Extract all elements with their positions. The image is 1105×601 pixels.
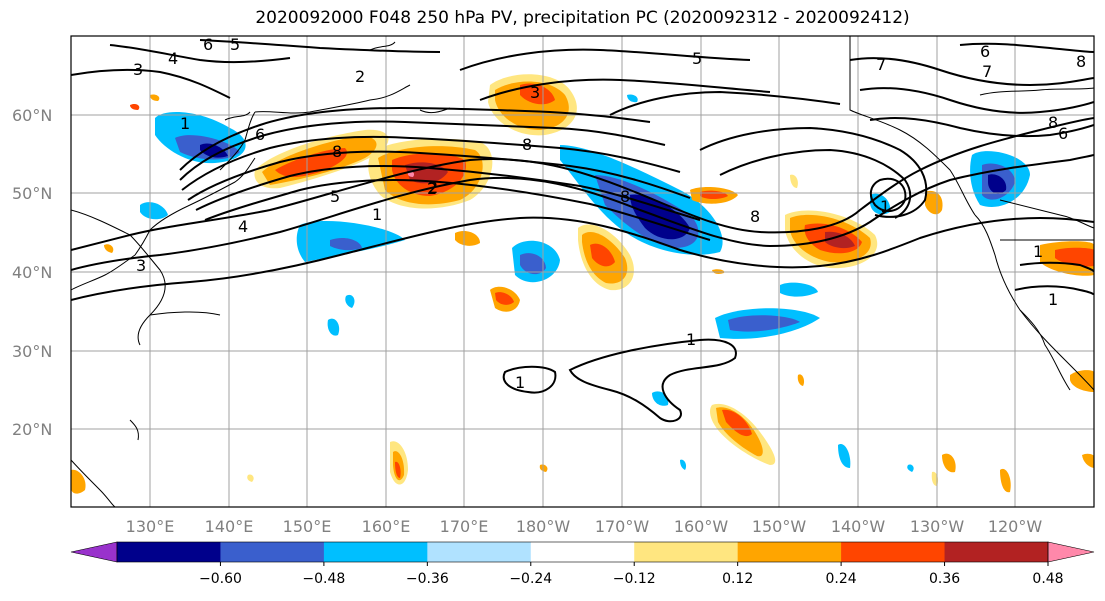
colorbar-tick-label: −0.60 bbox=[199, 571, 242, 587]
pv-contours bbox=[71, 39, 1094, 423]
colorbar-ticks: −0.60 −0.48 −0.36 −0.24 −0.12 0.12 0.24 0.36 0.4… bbox=[199, 562, 1064, 587]
contour-label: 3 bbox=[136, 256, 146, 275]
colorbar-tick-label: −0.48 bbox=[302, 571, 345, 587]
contour-label: 8 bbox=[750, 207, 760, 226]
contour-label: 3 bbox=[530, 83, 540, 102]
contour-label: 7 bbox=[982, 62, 992, 81]
contour-label: 8 bbox=[332, 142, 342, 161]
contour-label: 4 bbox=[168, 49, 178, 68]
colorbar-segment bbox=[841, 542, 946, 562]
contour-label: 2 bbox=[428, 178, 438, 197]
contour-label: 6 bbox=[1058, 124, 1068, 143]
colorbar-segment bbox=[737, 542, 842, 562]
contour-label: 8 bbox=[1076, 52, 1086, 71]
colorbar-outline bbox=[116, 541, 1049, 563]
colorbar-extend-high bbox=[1047, 541, 1095, 563]
lon-label: 120°W bbox=[988, 517, 1043, 536]
colorbar-segment bbox=[220, 542, 325, 562]
contour-label: 8 bbox=[620, 187, 630, 206]
contour-label: 2 bbox=[355, 67, 365, 86]
contour-label: 3 bbox=[133, 60, 143, 79]
contour-label: 6 bbox=[203, 35, 213, 54]
colorbar-tick-label: −0.36 bbox=[406, 571, 449, 587]
contour-label: 5 bbox=[230, 35, 240, 54]
colorbar-tick-label: −0.12 bbox=[613, 571, 656, 587]
colorbar-tick-label: 0.36 bbox=[929, 571, 960, 587]
colorbar-segment bbox=[427, 542, 532, 562]
lon-label: 170°E bbox=[440, 517, 489, 536]
colorbar-segments bbox=[70, 541, 1095, 563]
lat-label: 60°N bbox=[12, 106, 52, 125]
map-frame bbox=[70, 35, 1095, 508]
contour-label: 8 bbox=[522, 135, 532, 154]
latitude-labels: 60°N 50°N 40°N 30°N 20°N bbox=[12, 106, 52, 439]
lon-label: 150°W bbox=[752, 517, 807, 536]
lon-label: 130°E bbox=[126, 517, 175, 536]
contour-label: 5 bbox=[330, 187, 340, 206]
contour-label: 1 bbox=[1048, 290, 1058, 309]
colorbar-segment bbox=[634, 542, 739, 562]
graticule bbox=[71, 36, 1094, 507]
colorbar-extend-low bbox=[70, 541, 118, 563]
lon-label: 160°W bbox=[674, 517, 729, 536]
lon-label: 160°E bbox=[362, 517, 411, 536]
contour-label: 1 bbox=[180, 114, 190, 133]
contour-labels: 3 4 6 5 2 1 6 8 5 1 2 8 3 5 8 7 8 6 6 7 … bbox=[133, 35, 1086, 392]
lat-label: 50°N bbox=[12, 184, 52, 203]
contour-label: 1 bbox=[1033, 242, 1043, 261]
lon-label: 170°W bbox=[595, 517, 650, 536]
lat-label: 20°N bbox=[12, 420, 52, 439]
contour-label: 1 bbox=[515, 373, 525, 392]
colorbar-segment bbox=[530, 542, 635, 562]
plot-title: 2020092000 F048 250 hPa PV, precipitatio… bbox=[255, 8, 910, 28]
contour-label: 7 bbox=[876, 55, 886, 74]
contour-label: 6 bbox=[980, 42, 990, 61]
contour-label: 4 bbox=[238, 217, 248, 236]
lon-label: 180°W bbox=[516, 517, 571, 536]
colorbar-tick-label: −0.24 bbox=[509, 571, 552, 587]
colorbar-segment bbox=[323, 542, 428, 562]
contour-label: 2 bbox=[427, 179, 437, 198]
colorbar-segment bbox=[944, 542, 1049, 562]
lat-label: 30°N bbox=[12, 342, 52, 361]
colorbar-tick-label: 0.48 bbox=[1032, 571, 1063, 587]
contour-label: 8 bbox=[1048, 113, 1058, 132]
contour-label: 1 bbox=[880, 197, 890, 216]
contour-label: 5 bbox=[692, 49, 702, 68]
lon-label: 150°E bbox=[283, 517, 332, 536]
lat-label: 40°N bbox=[12, 263, 52, 282]
colorbar-segment bbox=[117, 542, 221, 562]
contour-label: 6 bbox=[255, 125, 265, 144]
coastlines bbox=[71, 36, 1094, 507]
longitude-labels: 130°E 140°E 150°E 160°E 170°E 180°W 170°… bbox=[126, 517, 1043, 536]
contour-label: 1 bbox=[686, 330, 696, 349]
lon-label: 130°W bbox=[910, 517, 965, 536]
lon-label: 140°E bbox=[205, 517, 254, 536]
colorbar-tick-label: 0.12 bbox=[722, 571, 753, 587]
contour-label: 1 bbox=[372, 205, 382, 224]
colorbar-tick-label: 0.24 bbox=[826, 571, 857, 587]
lon-label: 140°W bbox=[831, 517, 886, 536]
